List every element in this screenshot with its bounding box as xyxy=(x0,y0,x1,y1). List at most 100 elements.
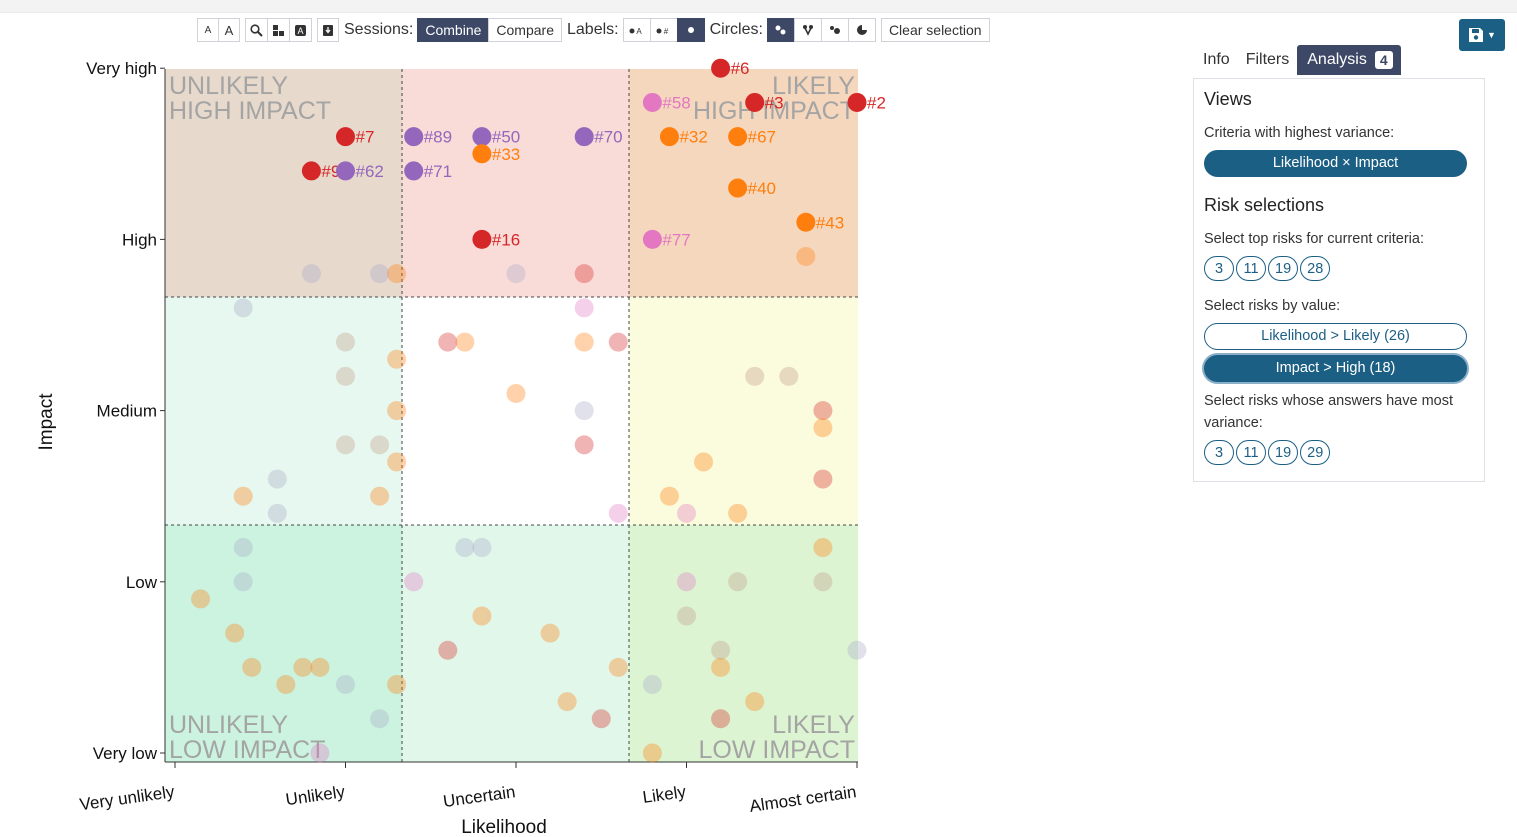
faded-point[interactable] xyxy=(336,675,355,695)
faded-point[interactable] xyxy=(233,538,253,558)
faded-point[interactable] xyxy=(233,572,253,592)
likelihood-likely-button[interactable]: Likelihood > Likely (26) xyxy=(1204,323,1467,350)
faded-point[interactable] xyxy=(267,469,287,489)
faded-point[interactable] xyxy=(694,452,714,472)
faded-point[interactable] xyxy=(813,418,833,438)
compare-button[interactable]: Compare xyxy=(488,18,562,42)
faded-point[interactable] xyxy=(745,692,765,712)
label-letters-icon[interactable]: A xyxy=(622,18,651,42)
faded-point[interactable] xyxy=(438,640,458,660)
faded-point[interactable] xyxy=(370,486,390,506)
combine-button[interactable]: Combine xyxy=(417,18,490,42)
faded-point[interactable] xyxy=(370,435,390,455)
faded-point[interactable] xyxy=(370,264,390,284)
faded-point[interactable] xyxy=(233,298,253,318)
faded-point[interactable] xyxy=(642,743,662,763)
faded-point[interactable] xyxy=(387,264,407,284)
risk-point-89[interactable] xyxy=(404,127,424,147)
faded-point[interactable] xyxy=(574,401,594,421)
zoom-icon[interactable] xyxy=(245,18,268,42)
faded-point[interactable] xyxy=(191,589,211,609)
faded-point[interactable] xyxy=(813,469,833,489)
faded-point[interactable] xyxy=(506,264,526,284)
faded-point[interactable] xyxy=(387,675,407,695)
faded-point[interactable] xyxy=(293,657,313,677)
faded-point[interactable] xyxy=(796,247,816,267)
faded-point[interactable] xyxy=(574,332,594,352)
risk-point-40[interactable] xyxy=(728,178,748,198)
label-numbers-icon[interactable]: # xyxy=(649,18,678,42)
faded-point[interactable] xyxy=(387,452,407,472)
faded-point[interactable] xyxy=(677,606,696,626)
faded-point[interactable] xyxy=(301,264,321,284)
faded-point[interactable] xyxy=(591,709,611,729)
faded-point[interactable] xyxy=(336,332,355,352)
risk-point-77[interactable] xyxy=(642,229,662,249)
variance-risks-29-button[interactable]: 29 xyxy=(1300,440,1331,465)
likelihood-impact-button[interactable]: Likelihood × Impact xyxy=(1204,150,1467,177)
faded-point[interactable] xyxy=(813,538,833,558)
risk-point-43[interactable] xyxy=(796,212,816,232)
circles-pie-icon[interactable] xyxy=(847,18,876,42)
save-menu-button[interactable]: ▼ xyxy=(1459,19,1505,51)
faded-point[interactable] xyxy=(677,503,696,523)
faded-point[interactable] xyxy=(336,366,355,386)
faded-point[interactable] xyxy=(779,366,799,386)
faded-point[interactable] xyxy=(438,332,458,352)
text-box-icon[interactable]: A xyxy=(289,18,312,42)
risk-point-70[interactable] xyxy=(574,127,594,147)
faded-point[interactable] xyxy=(574,435,594,455)
risk-point-3[interactable] xyxy=(745,92,765,112)
tab-analysis[interactable]: Analysis 4 xyxy=(1297,45,1401,75)
faded-point[interactable] xyxy=(404,572,424,592)
faded-point[interactable] xyxy=(711,640,731,660)
faded-point[interactable] xyxy=(387,401,407,421)
faded-point[interactable] xyxy=(557,692,577,712)
risk-point-50[interactable] xyxy=(472,127,492,147)
risk-point-67[interactable] xyxy=(728,127,748,147)
top-risks-19-button[interactable]: 19 xyxy=(1268,256,1299,281)
faded-point[interactable] xyxy=(659,486,679,506)
faded-point[interactable] xyxy=(728,503,748,523)
variance-risks-11-button[interactable]: 11 xyxy=(1236,440,1266,465)
faded-point[interactable] xyxy=(847,640,867,660)
risk-point-7[interactable] xyxy=(336,127,355,147)
faded-point[interactable] xyxy=(677,572,696,592)
variance-risks-3-button[interactable]: 3 xyxy=(1204,440,1234,465)
faded-point[interactable] xyxy=(608,332,628,352)
faded-point[interactable] xyxy=(336,435,355,455)
faded-point[interactable] xyxy=(506,383,526,403)
faded-point[interactable] xyxy=(574,298,594,318)
risk-point-9[interactable] xyxy=(301,161,321,181)
faded-point[interactable] xyxy=(728,572,748,592)
faded-point[interactable] xyxy=(813,401,833,421)
faded-point[interactable] xyxy=(472,538,492,558)
risk-point-58[interactable] xyxy=(642,92,662,112)
faded-point[interactable] xyxy=(540,623,560,643)
faded-point[interactable] xyxy=(745,366,765,386)
faded-point[interactable] xyxy=(608,657,628,677)
faded-point[interactable] xyxy=(711,657,731,677)
top-risks-28-button[interactable]: 28 xyxy=(1300,256,1331,281)
faded-point[interactable] xyxy=(310,657,330,677)
faded-point[interactable] xyxy=(455,538,475,558)
faded-point[interactable] xyxy=(642,675,662,695)
risk-point-16[interactable] xyxy=(472,229,492,249)
faded-point[interactable] xyxy=(472,606,492,626)
risk-point-6[interactable] xyxy=(711,58,731,78)
faded-point[interactable] xyxy=(608,503,628,523)
tab-filters[interactable]: Filters xyxy=(1245,51,1290,68)
faded-point[interactable] xyxy=(267,503,287,523)
faded-point[interactable] xyxy=(711,709,731,729)
faded-point[interactable] xyxy=(387,349,407,369)
faded-point[interactable] xyxy=(242,657,262,677)
label-none-icon[interactable] xyxy=(676,18,705,42)
risk-point-32[interactable] xyxy=(659,127,679,147)
circles-cluster-icon[interactable] xyxy=(820,18,849,42)
risk-point-2[interactable] xyxy=(847,92,867,112)
top-risks-11-button[interactable]: 11 xyxy=(1236,256,1266,281)
faded-point[interactable] xyxy=(370,709,390,729)
risk-point-71[interactable] xyxy=(404,161,424,181)
risk-point-33[interactable] xyxy=(472,144,492,164)
faded-point[interactable] xyxy=(225,623,245,643)
